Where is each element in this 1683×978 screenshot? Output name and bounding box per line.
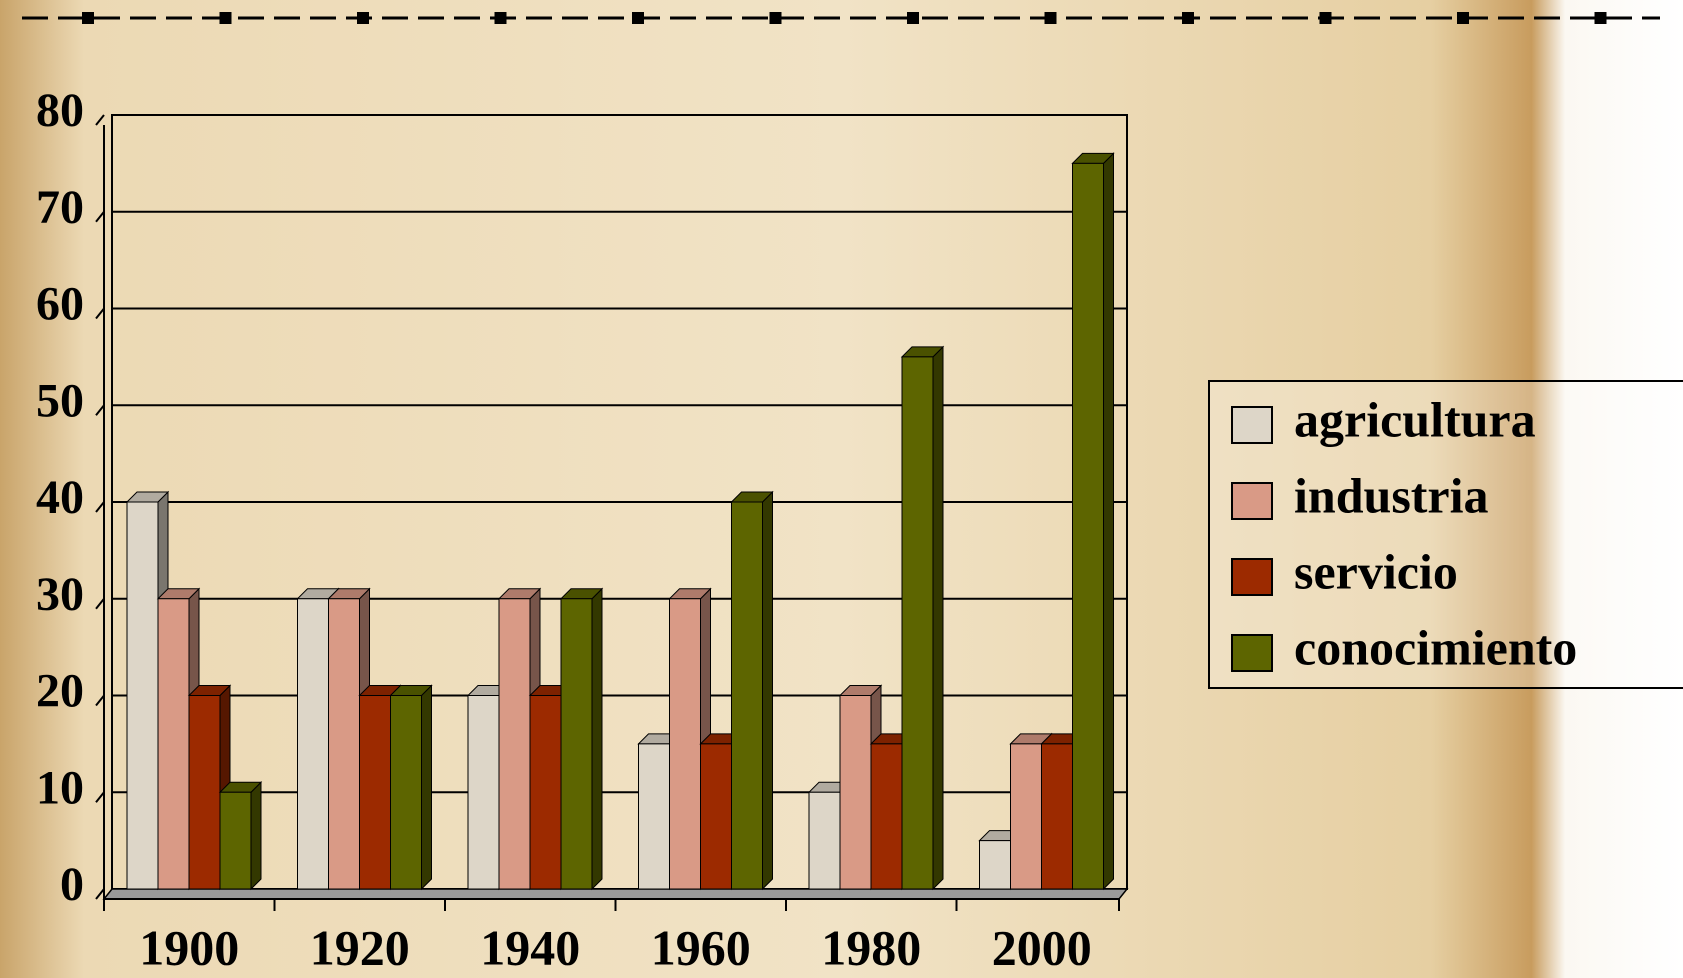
marker — [1182, 12, 1194, 24]
marker — [1594, 12, 1607, 24]
marker — [219, 12, 232, 24]
x-tick-label: 1960 — [651, 919, 751, 975]
bar — [498, 598, 531, 890]
legend: agricultura industria servicio conocimiento — [1208, 380, 1683, 689]
bar — [808, 791, 841, 890]
x-tick-label: 1980 — [821, 919, 921, 975]
bar — [467, 695, 500, 890]
tick-mark — [95, 307, 105, 320]
bar — [731, 501, 763, 890]
tick-mark — [95, 598, 105, 610]
legend-label: industria — [1294, 467, 1489, 523]
x-tick-label: 1940 — [480, 919, 580, 975]
x-tick-label: 2000 — [992, 919, 1092, 975]
marker — [82, 12, 94, 24]
bar — [188, 695, 221, 890]
bar — [1072, 162, 1104, 890]
legend-swatch — [1231, 558, 1273, 596]
bar — [870, 743, 903, 890]
bar — [979, 840, 1011, 890]
legend-swatch — [1231, 406, 1273, 444]
tick-mark — [95, 888, 105, 900]
y-tick-label: 50 — [36, 374, 84, 427]
bar-side — [932, 345, 944, 891]
tick-mark — [95, 211, 105, 223]
bar — [328, 598, 360, 890]
x-tick-label: 1920 — [310, 919, 410, 975]
bar — [359, 695, 391, 890]
y-tick-label: 10 — [36, 761, 84, 814]
marker — [632, 12, 644, 24]
legend-label: servicio — [1294, 543, 1458, 599]
marker — [769, 12, 782, 24]
bar — [560, 598, 593, 890]
bar — [1010, 743, 1042, 890]
floor — [102, 888, 1129, 900]
legend-label: conocimiento — [1294, 619, 1577, 675]
bar — [839, 695, 872, 890]
tick-mark — [95, 114, 105, 126]
bar-side — [762, 490, 773, 891]
marker — [907, 12, 919, 24]
bar-side — [1103, 152, 1114, 891]
bar — [157, 598, 190, 890]
bar — [297, 598, 329, 890]
y-tick-label: 80 — [36, 84, 84, 137]
legend-swatch — [1231, 634, 1273, 672]
bar — [390, 695, 422, 890]
bar — [126, 501, 159, 890]
x-tick-label: 1900 — [139, 919, 239, 975]
y-tick-label: 60 — [36, 278, 84, 331]
marker — [1319, 12, 1332, 24]
legend-box — [1208, 380, 1683, 689]
bar-side — [421, 684, 432, 891]
y-tick-label: 30 — [36, 568, 84, 621]
y-tick-label: 70 — [36, 181, 84, 234]
bar — [669, 598, 701, 890]
y-tick-label: 20 — [36, 665, 84, 718]
marker — [1044, 12, 1057, 24]
marker — [1457, 12, 1469, 24]
bar — [901, 356, 934, 890]
tick-mark — [95, 694, 105, 707]
bar — [219, 791, 252, 890]
tick-mark — [95, 404, 105, 416]
marker — [357, 12, 369, 24]
decorative-markers — [82, 12, 1607, 24]
bar — [700, 743, 732, 890]
marker — [494, 12, 507, 24]
bar — [529, 695, 562, 890]
tick-mark — [95, 791, 105, 803]
legend-label: agricultura — [1294, 391, 1536, 447]
y-tick-label: 0 — [60, 858, 84, 911]
legend-swatch — [1231, 482, 1273, 520]
bar — [638, 743, 670, 890]
bar — [1041, 743, 1073, 890]
y-tick-label: 40 — [36, 471, 84, 524]
tick-mark — [95, 501, 105, 513]
bar-side — [591, 587, 603, 891]
bar-side — [250, 781, 262, 891]
